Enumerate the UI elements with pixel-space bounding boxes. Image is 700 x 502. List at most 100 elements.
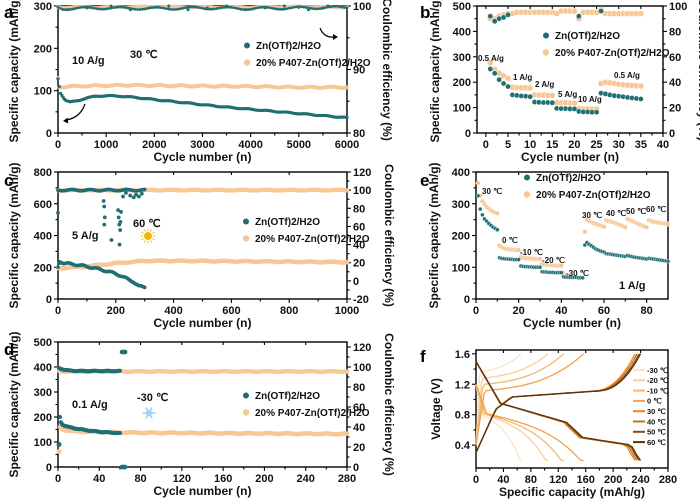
p407-capacity-point xyxy=(558,263,564,269)
zn-ce-point xyxy=(114,5,118,9)
zn-ce-point xyxy=(205,6,209,10)
y2-tick-label: 80 xyxy=(353,203,365,215)
panel-d: 0 40 80 120 160 200 240 2800100200300400500Cycl… xyxy=(7,331,396,498)
y-tick-label: 500 xyxy=(453,1,471,13)
zn-ce-point xyxy=(101,199,106,203)
x-tick-label: 40 xyxy=(555,305,567,317)
y2-tick-label: 40 xyxy=(353,240,365,252)
y-tick-label: 0 xyxy=(46,128,52,140)
y-tick-label: 1.2 xyxy=(455,379,470,391)
zn-ce-point xyxy=(186,5,190,9)
zn-ce-point xyxy=(326,4,330,8)
zn-ce-point xyxy=(201,6,204,10)
temperature-label: -10 ℃ xyxy=(520,248,543,257)
zn-ce-point xyxy=(169,7,173,11)
zn-ce-point xyxy=(309,6,313,10)
zn-capacity-point xyxy=(549,99,556,106)
zn-ce-point xyxy=(295,5,298,9)
x-axis-label: Cycle number (n) xyxy=(153,484,251,498)
zn-ce-point xyxy=(63,8,67,12)
zn-ce-point xyxy=(210,7,214,11)
p407-capacity-point xyxy=(526,84,534,92)
zn-ce-point xyxy=(179,7,183,11)
x-tick-label: 0 xyxy=(473,305,479,317)
zn-capacity-point xyxy=(56,265,60,270)
x-tick-label: 60 xyxy=(598,305,610,317)
y-tick-label: 600 xyxy=(34,199,52,211)
zn-ce-point xyxy=(282,7,286,11)
zn-ce-point xyxy=(302,5,306,9)
zn-ce-point xyxy=(167,7,171,11)
zn-ce-point xyxy=(287,6,291,10)
panel-label-c: c xyxy=(4,171,13,190)
y2-axis-label: Coulombic efficiency (%) xyxy=(382,333,396,476)
zn-ce-point xyxy=(282,4,286,8)
y2-tick-label: -20 xyxy=(353,294,369,306)
legend-item-p407: 20% P407-Zn(OTf)2/H2O xyxy=(542,48,670,59)
zn-ce-point xyxy=(292,5,296,9)
zn-ce-point xyxy=(244,8,248,12)
zn-ce-point xyxy=(225,4,229,8)
zn-ce-point xyxy=(323,6,327,10)
y-tick-label: 0.4 xyxy=(455,440,471,452)
p407-capacity-point xyxy=(601,224,607,230)
zn-ce-point xyxy=(119,210,123,214)
zn-ce-point xyxy=(222,5,226,9)
zn-capacity-point xyxy=(117,430,122,435)
rate-label: 10 A/g xyxy=(578,95,602,104)
y2-tick-label: 60 xyxy=(669,52,681,64)
zn-ce-point xyxy=(333,4,337,8)
zn-ce-point xyxy=(140,7,144,11)
zn-capacity-point xyxy=(142,285,147,290)
discharge-curve xyxy=(475,384,548,462)
temperature-label: 60 ℃ xyxy=(133,218,161,230)
zn-ce-point xyxy=(273,7,277,11)
zn-ce-point xyxy=(285,7,289,11)
p407-capacity-point xyxy=(571,99,578,107)
zn-ce-point xyxy=(80,5,84,9)
sun-ray xyxy=(152,231,155,234)
y2-tick-label: 80 xyxy=(353,128,365,140)
zn-ce-point xyxy=(487,13,494,19)
zn-ce-point xyxy=(102,215,107,220)
x-tick-label: 200 xyxy=(604,474,622,486)
zn-ce-point xyxy=(111,6,115,10)
x-tick-label: 40 xyxy=(657,139,669,151)
y2-axis-label: Coulombic efficiency (%) xyxy=(696,0,700,141)
p407-capacity-point xyxy=(665,221,671,227)
zn-ce-point xyxy=(160,6,163,10)
legend-label-zn: Zn(OTf)2/H2O xyxy=(255,391,320,402)
sun-ray xyxy=(141,238,144,241)
zn-ce-point xyxy=(278,7,281,11)
x-tick-label: 240 xyxy=(631,474,649,486)
legend-label: 60 ℃ xyxy=(647,438,666,447)
y-tick-label: 100 xyxy=(34,86,52,98)
legend-label-p407: 20% P407-Zn(OTf)2/H2O xyxy=(256,58,371,69)
zn-ce-point xyxy=(137,194,141,199)
zn-ce-point xyxy=(172,8,176,11)
zn-ce-point xyxy=(148,6,152,10)
rate-label: 5 A/g xyxy=(558,90,577,99)
legend-label: 0 ℃ xyxy=(647,397,662,406)
zn-capacity-point xyxy=(527,93,533,100)
y2-tick-label: 100 xyxy=(353,362,371,374)
y-tick-label: 300 xyxy=(452,199,470,211)
zn-ce-point xyxy=(234,6,238,10)
zn-ce-point xyxy=(136,8,139,11)
p407-capacity-point xyxy=(537,256,543,262)
zn-ce-point xyxy=(232,6,236,10)
x-tick-label: 600 xyxy=(222,305,240,317)
y2-tick-label: 0 xyxy=(353,462,359,474)
zn-capacity-point xyxy=(480,212,485,218)
x-tick-label: 400 xyxy=(164,305,182,317)
y2-axis-label: Coulombic efficiency (%) xyxy=(380,0,394,141)
current-density-label: 5 A/g xyxy=(72,230,99,242)
zn-ce-point xyxy=(249,7,253,11)
zn-ce-point xyxy=(213,7,216,11)
x-tick-label: 200 xyxy=(255,473,273,485)
zn-ce-point xyxy=(102,222,107,227)
zn-ce-point xyxy=(134,192,138,197)
x-tick-label: 20 xyxy=(513,305,525,317)
zn-ce-point xyxy=(186,8,190,12)
